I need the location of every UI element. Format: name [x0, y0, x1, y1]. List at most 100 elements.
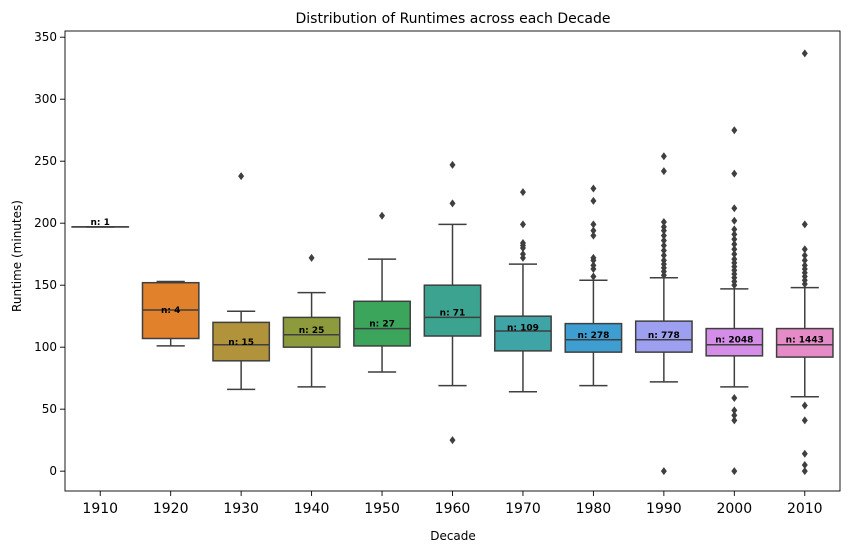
outlier-point	[801, 460, 808, 469]
outlier-point	[660, 236, 667, 245]
count-label: n: 27	[369, 320, 395, 330]
outlier-point	[731, 406, 738, 415]
box-group-1960: n: 71	[423, 160, 482, 445]
iqr-box	[212, 321, 271, 362]
outlier-point	[449, 436, 456, 445]
x-tick-label: 1940	[294, 501, 330, 517]
outlier-point	[731, 225, 738, 234]
iqr-box	[282, 316, 341, 348]
iqr-box	[705, 327, 764, 357]
outlier-point	[308, 253, 315, 262]
outlier-point	[379, 211, 386, 220]
count-label: n: 71	[440, 308, 466, 318]
outlier-point	[660, 167, 667, 176]
x-tick-label: 2010	[787, 501, 823, 517]
count-label: n: 2048	[715, 336, 753, 346]
outlier-point	[731, 467, 738, 476]
y-tick-label: 0	[49, 464, 57, 478]
x-tick-label: 2000	[716, 501, 752, 517]
y-axis: 0 50 100 150 200 250 300 350	[34, 30, 65, 478]
outlier-point	[801, 245, 808, 254]
box-group-1920: n: 4	[141, 280, 200, 347]
box-group-1980: n: 278	[564, 184, 623, 387]
iqr-box	[775, 327, 834, 358]
iqr-box	[564, 322, 623, 353]
x-tick-label: 1970	[505, 501, 541, 517]
outlier-point	[519, 220, 526, 229]
y-tick-label: 250	[34, 154, 57, 168]
plot-area: n: 1 n: 4 n: 15 n: 25 n: 27 n: 71 n: 109 n: 278…	[71, 49, 834, 476]
outlier-point	[801, 449, 808, 458]
outlier-point	[238, 172, 245, 181]
outlier-point	[801, 467, 808, 476]
y-axis-label: Runtime (minutes)	[10, 200, 24, 312]
outlier-point	[731, 255, 738, 264]
iqr-box	[423, 284, 482, 337]
x-tick-label: 1920	[153, 501, 189, 517]
outlier-point	[660, 467, 667, 476]
outlier-point	[590, 253, 597, 262]
outlier-point	[660, 217, 667, 226]
outlier-point	[731, 240, 738, 249]
box-group-2010: n: 1443	[775, 49, 834, 476]
x-tick-label: 1980	[576, 501, 612, 517]
outlier-point	[731, 245, 738, 254]
chart-title: Distribution of Runtimes across each Dec…	[296, 11, 611, 27]
count-label: n: 15	[228, 338, 254, 348]
y-tick-label: 50	[42, 402, 57, 416]
outlier-point	[731, 416, 738, 425]
outlier-point	[660, 222, 667, 231]
y-tick-label: 200	[34, 216, 57, 230]
outlier-point	[801, 416, 808, 425]
y-tick-label: 300	[34, 92, 57, 106]
count-label: n: 278	[577, 331, 609, 341]
box-group-1940: n: 25	[282, 253, 341, 388]
outlier-point	[590, 272, 597, 281]
outlier-point	[449, 199, 456, 208]
x-tick-label: 1950	[364, 501, 400, 517]
outlier-point	[801, 401, 808, 410]
box-group-2000: n: 2048	[705, 126, 764, 476]
outlier-point	[731, 169, 738, 178]
outlier-point	[660, 246, 667, 255]
outlier-point	[731, 230, 738, 239]
iqr-box	[353, 300, 411, 347]
outlier-point	[731, 126, 738, 135]
y-tick-label: 100	[34, 340, 57, 354]
count-label: n: 109	[507, 323, 539, 333]
iqr-box	[634, 320, 693, 353]
x-tick-label: 1990	[646, 501, 682, 517]
box-group-1950: n: 27	[353, 211, 411, 373]
x-tick-label: 1910	[82, 501, 118, 517]
outlier-point	[660, 231, 667, 240]
outlier-point	[801, 49, 808, 58]
x-tick-label: 1960	[435, 501, 471, 517]
outlier-point	[801, 256, 808, 265]
count-label: n: 4	[161, 306, 180, 316]
outlier-point	[519, 188, 526, 197]
box-group-1970: n: 109	[494, 188, 552, 393]
count-label: n: 1443	[786, 336, 824, 346]
outlier-point	[660, 256, 667, 265]
outlier-point	[590, 196, 597, 205]
count-label: n: 1	[91, 218, 110, 228]
outlier-point	[519, 250, 526, 259]
outlier-point	[731, 216, 738, 225]
outlier-point	[660, 241, 667, 250]
outlier-point	[731, 394, 738, 403]
outlier-point	[731, 250, 738, 259]
outlier-point	[660, 152, 667, 161]
outlier-point	[731, 235, 738, 244]
iqr-box	[494, 315, 552, 352]
outlier-point	[519, 239, 526, 248]
y-tick-label: 150	[34, 278, 57, 292]
box-group-1910: n: 1	[71, 218, 130, 228]
outlier-point	[801, 261, 808, 270]
outlier-point	[449, 160, 456, 169]
outlier-point	[731, 411, 738, 420]
outlier-point	[731, 204, 738, 213]
outlier-point	[801, 251, 808, 260]
x-tick-label: 1930	[223, 501, 259, 517]
y-tick-label: 350	[34, 30, 57, 44]
